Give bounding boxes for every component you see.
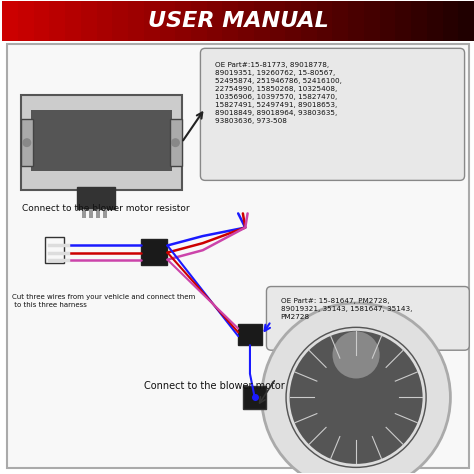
Bar xyxy=(191,1,208,41)
Bar xyxy=(112,1,129,41)
Bar xyxy=(238,1,255,41)
Bar xyxy=(380,1,396,41)
Bar xyxy=(144,1,161,41)
Bar xyxy=(364,1,381,41)
Bar xyxy=(427,1,444,41)
Bar xyxy=(103,209,107,218)
Text: OE Part#:15-81773, 89018778,
89019351, 19260762, 15-80567,
52495874, 251946786, : OE Part#:15-81773, 89018778, 89019351, 1… xyxy=(215,63,341,125)
Bar xyxy=(243,385,266,409)
Bar xyxy=(458,1,474,41)
Bar xyxy=(348,1,365,41)
FancyBboxPatch shape xyxy=(201,48,465,181)
Bar xyxy=(82,209,86,218)
Bar xyxy=(81,1,98,41)
Bar xyxy=(443,1,459,41)
FancyBboxPatch shape xyxy=(266,286,469,350)
Circle shape xyxy=(332,331,380,379)
Bar xyxy=(18,1,35,41)
Bar xyxy=(238,324,262,346)
Circle shape xyxy=(285,327,427,468)
Bar xyxy=(175,1,192,41)
Text: Connect to the blower motor: Connect to the blower motor xyxy=(144,381,284,391)
Bar xyxy=(21,95,182,190)
Bar xyxy=(34,1,50,41)
Circle shape xyxy=(262,303,450,474)
Bar xyxy=(89,209,93,218)
Bar xyxy=(128,1,145,41)
Circle shape xyxy=(172,139,179,146)
Bar xyxy=(222,1,239,41)
Text: OE Part#: 15-81647, PM2728,
89019321, 35143, 1581647, 35143,
PM2728: OE Part#: 15-81647, PM2728, 89019321, 35… xyxy=(281,298,412,320)
Text: USER MANUAL: USER MANUAL xyxy=(148,11,328,31)
Text: Connect to the blower motor resistor: Connect to the blower motor resistor xyxy=(22,204,190,213)
Bar xyxy=(31,109,172,171)
Text: Cut three wires from your vehicle and connect them
 to this three harness: Cut three wires from your vehicle and co… xyxy=(12,293,195,308)
Bar xyxy=(49,1,66,41)
Bar xyxy=(317,1,333,41)
Circle shape xyxy=(23,139,31,146)
Bar xyxy=(170,119,182,166)
Bar xyxy=(77,188,115,209)
Bar xyxy=(96,209,100,218)
Bar xyxy=(254,1,271,41)
Bar xyxy=(285,1,302,41)
Bar xyxy=(207,1,223,41)
Bar xyxy=(97,1,113,41)
Bar xyxy=(45,237,64,263)
Bar xyxy=(160,1,176,41)
Bar xyxy=(65,1,82,41)
Bar xyxy=(301,1,318,41)
Bar xyxy=(2,1,19,41)
Bar xyxy=(411,1,428,41)
Bar xyxy=(141,239,167,265)
Bar xyxy=(395,1,412,41)
Bar xyxy=(332,1,349,41)
Bar xyxy=(270,1,286,41)
Bar xyxy=(21,119,33,166)
